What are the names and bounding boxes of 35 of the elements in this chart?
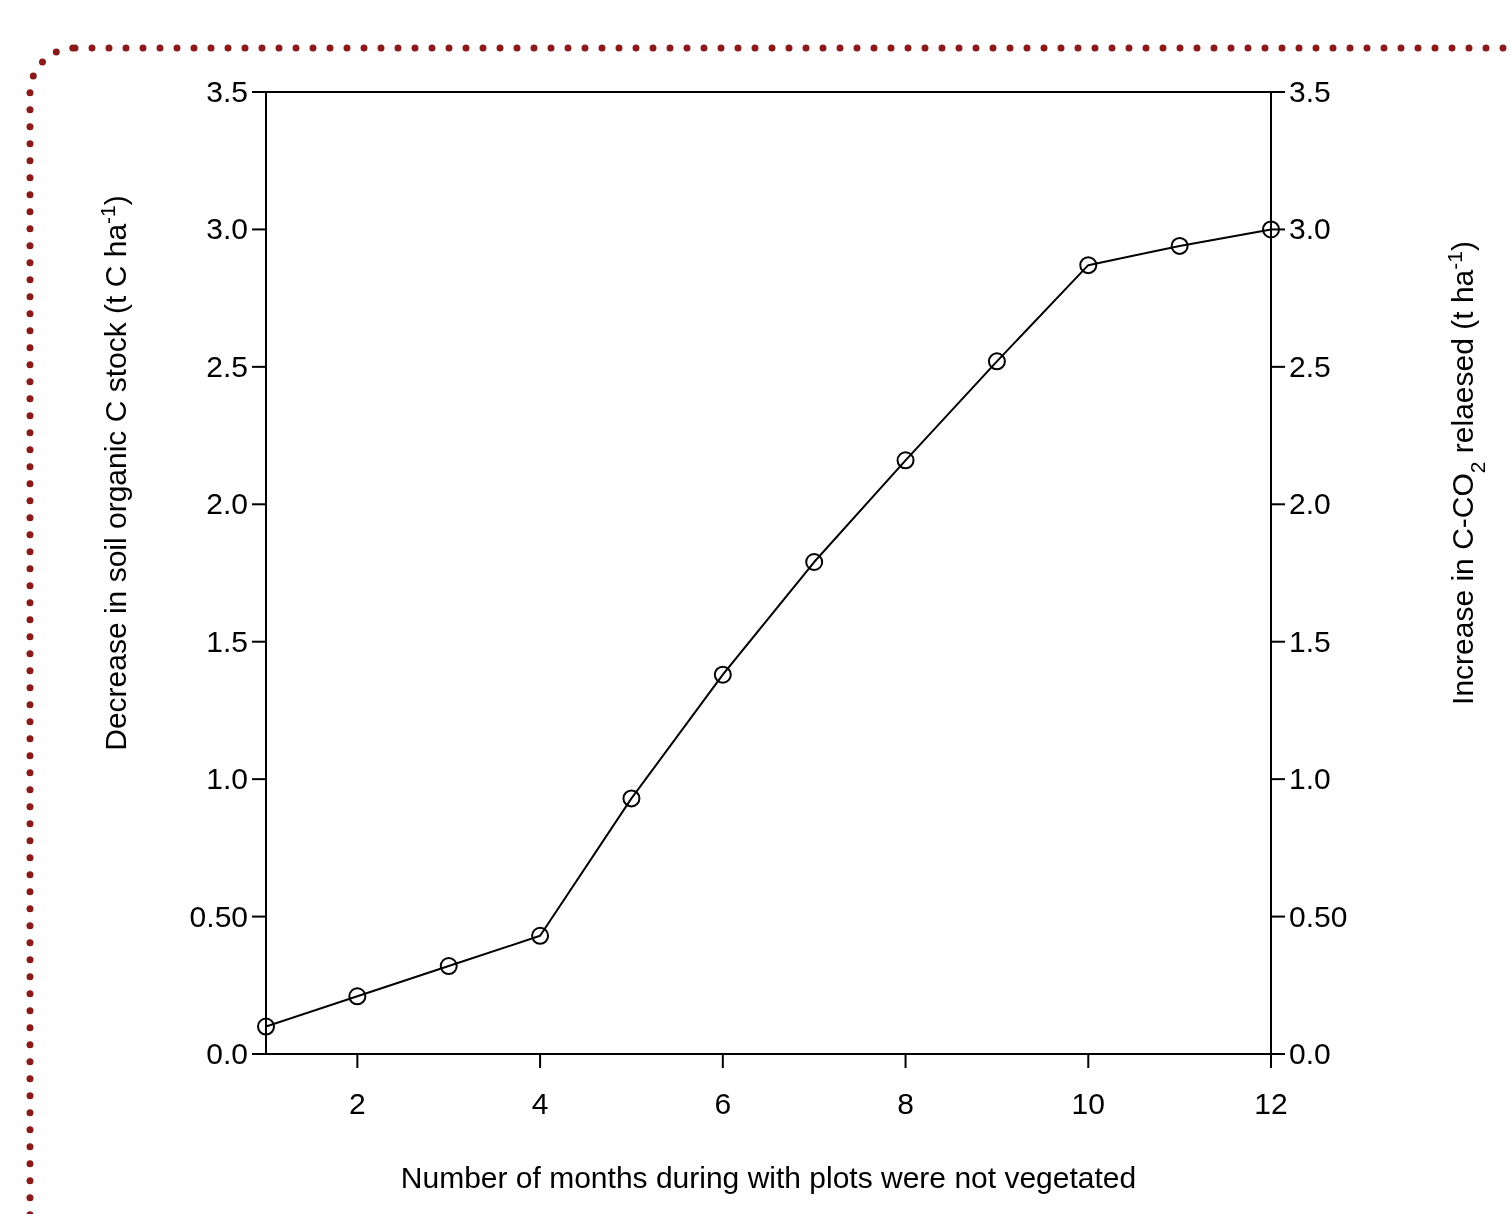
y2-tick-label: 0.0	[1289, 1037, 1331, 1070]
point	[1079, 256, 1098, 275]
x-tick-label: 8	[897, 1087, 914, 1120]
point	[348, 987, 367, 1006]
point	[896, 451, 915, 470]
x-tick-label: 12	[1254, 1087, 1288, 1120]
point	[805, 553, 824, 572]
y-tick-label: 3.5	[206, 75, 248, 108]
y2-tick-label: 2.5	[1289, 349, 1331, 383]
y2-tick-label: 1.5	[1289, 624, 1331, 658]
point	[439, 957, 458, 976]
y2-tick-label: 0.50	[1289, 899, 1348, 933]
point	[987, 352, 1006, 371]
point	[257, 1017, 275, 1036]
y-tick-label: 2.0	[206, 487, 248, 521]
y2-tick-label: 1.0	[1289, 762, 1331, 796]
y-tick-label: 1.0	[206, 762, 248, 796]
y2-tick-label: 2.0	[1289, 487, 1331, 521]
point	[713, 665, 732, 684]
point	[531, 926, 550, 945]
x-axis-title: Number of months during with plots were not vegetated	[400, 1161, 1137, 1194]
y-tick-label: 3.0	[206, 212, 248, 246]
x-tick-label: 6	[714, 1087, 732, 1120]
x-tick-label: 10	[1071, 1087, 1105, 1120]
x-tick-label: 2	[349, 1087, 366, 1120]
point	[1262, 220, 1280, 239]
point	[1170, 236, 1189, 255]
y-tick-label: 2.5	[206, 349, 248, 383]
y-tick-label: 0.0	[206, 1037, 248, 1070]
y-tick-label: 0.50	[189, 899, 248, 933]
y2-tick-label: 3.0	[1289, 212, 1331, 246]
y2-tick-label: 3.5	[1289, 75, 1331, 108]
x-tick-label: 4	[531, 1087, 549, 1120]
y-tick-label: 1.5	[206, 624, 248, 658]
point	[622, 789, 641, 808]
